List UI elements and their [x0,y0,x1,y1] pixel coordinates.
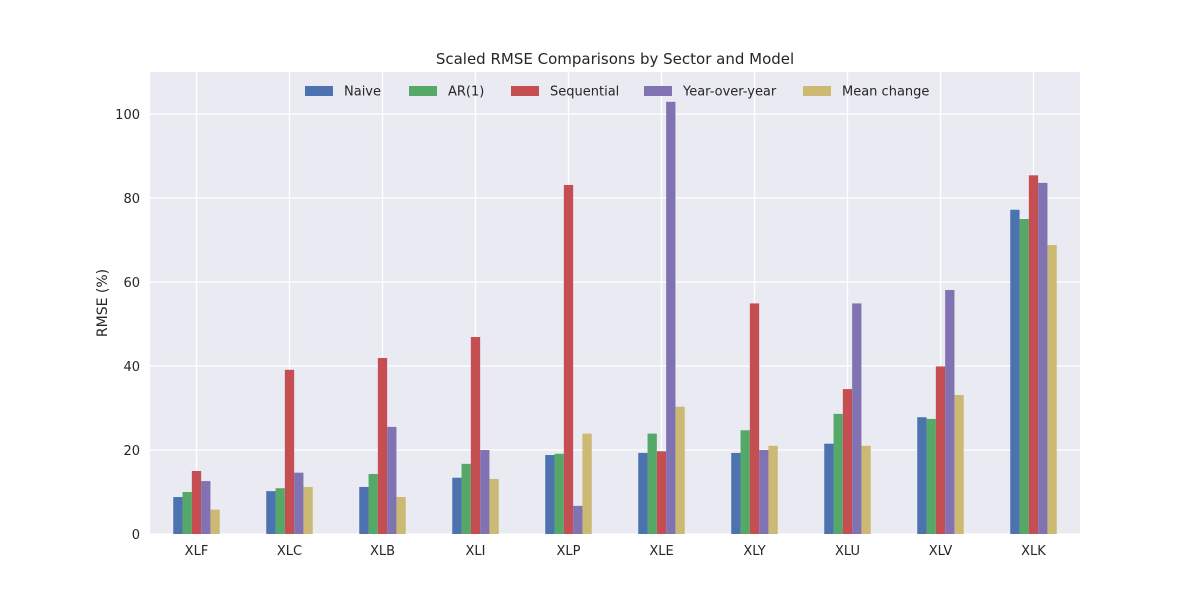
bar-year-over-year-xle [666,101,676,534]
legend-swatch [305,86,333,96]
bar-mean-change-xlb [396,497,406,534]
bar-ar-1--xle [647,433,657,534]
legend-label: Sequential [550,85,619,100]
bar-mean-change-xlp [582,433,592,534]
bar-ar-1--xlc [275,488,285,534]
x-tick-label: XLI [466,544,486,559]
bar-sequential-xlv [935,366,946,534]
bar-naive-xlk [1010,209,1020,534]
bar-year-over-year-xly [759,450,769,534]
bar-year-over-year-xli [480,450,490,534]
bar-year-over-year-xlb [387,426,397,534]
legend-swatch [803,86,831,96]
legend: Naive AR(1) Sequential Year-over-year Mean c… [305,85,929,100]
bar-mean-change-xlc [303,486,313,534]
legend-swatch [511,86,539,96]
bar-year-over-year-xlk [1038,182,1048,534]
bar-naive-xlv [917,417,927,534]
bar-naive-xlc [266,491,276,534]
x-tick-label: XLY [743,544,765,559]
bar-year-over-year-xlf [201,481,211,534]
bar-ar-1--xlk [1019,219,1029,534]
bar-year-over-year-xlv [945,289,955,534]
bar-sequential-xlu [842,389,853,534]
bar-ar-1--xlf [182,492,192,534]
chart-title: Scaled RMSE Comparisons by Sector and Mo… [436,50,794,68]
bar-sequential-xlc [284,369,295,534]
bar-naive-xlb [359,486,369,534]
bar-sequential-xlk [1028,175,1039,534]
bar-ar-1--xlp [554,453,564,534]
x-tick-label: XLK [1021,544,1046,559]
bar-year-over-year-xlu [852,303,862,534]
bar-ar-1--xlv [926,418,936,534]
legend-label: AR(1) [448,85,484,100]
bar-ar-1--xlu [833,413,843,534]
bar-naive-xle [638,452,648,534]
bar-mean-change-xlu [861,445,871,534]
legend-swatch [409,86,437,96]
bar-mean-change-xlf [210,509,220,534]
bar-sequential-xli [470,337,481,534]
x-tick-label: XLE [649,544,673,559]
y-axis-ticks: 0 20 40 60 80 100 [115,108,140,543]
bar-mean-change-xly [768,445,778,534]
bar-sequential-xly [749,303,760,534]
bar-ar-1--xli [461,463,471,534]
bar-sequential-xle [656,451,667,534]
bars [173,101,1057,535]
bar-sequential-xlf [191,471,202,534]
y-tick-label: 0 [132,528,140,543]
y-tick-label: 80 [123,192,140,207]
legend-label: Mean change [842,85,929,100]
y-tick-label: 40 [123,360,140,375]
bar-naive-xlf [173,497,183,534]
y-tick-label: 20 [123,444,140,459]
bar-naive-xli [452,477,462,534]
bar-naive-xlu [824,443,834,534]
legend-label: Year-over-year [682,85,777,100]
legend-label: Naive [344,85,381,100]
bar-naive-xly [731,452,741,534]
y-tick-label: 60 [123,276,140,291]
bar-ar-1--xlb [368,473,378,534]
bar-sequential-xlp [563,184,574,535]
x-tick-label: XLB [370,544,395,559]
x-tick-label: XLV [929,544,953,559]
bar-mean-change-xlv [954,394,964,534]
bar-naive-xlp [545,455,555,534]
x-axis-ticks: XLF XLC XLB XLI XLP XLE XLY XLU XLV XLK [185,544,1047,559]
x-tick-label: XLU [835,544,860,559]
x-tick-label: XLF [185,544,209,559]
bar-year-over-year-xlp [573,505,583,534]
x-tick-label: XLP [557,544,581,559]
bar-mean-change-xlk [1047,245,1057,535]
bar-year-over-year-xlc [294,472,304,534]
bar-mean-change-xli [489,478,499,534]
bar-sequential-xlb [377,358,388,534]
bar-mean-change-xle [675,406,685,534]
x-tick-label: XLC [277,544,302,559]
y-axis-label: RMSE (%) [95,269,111,337]
legend-swatch [644,86,672,96]
y-tick-label: 100 [115,108,140,123]
bar-ar-1--xly [740,430,750,534]
